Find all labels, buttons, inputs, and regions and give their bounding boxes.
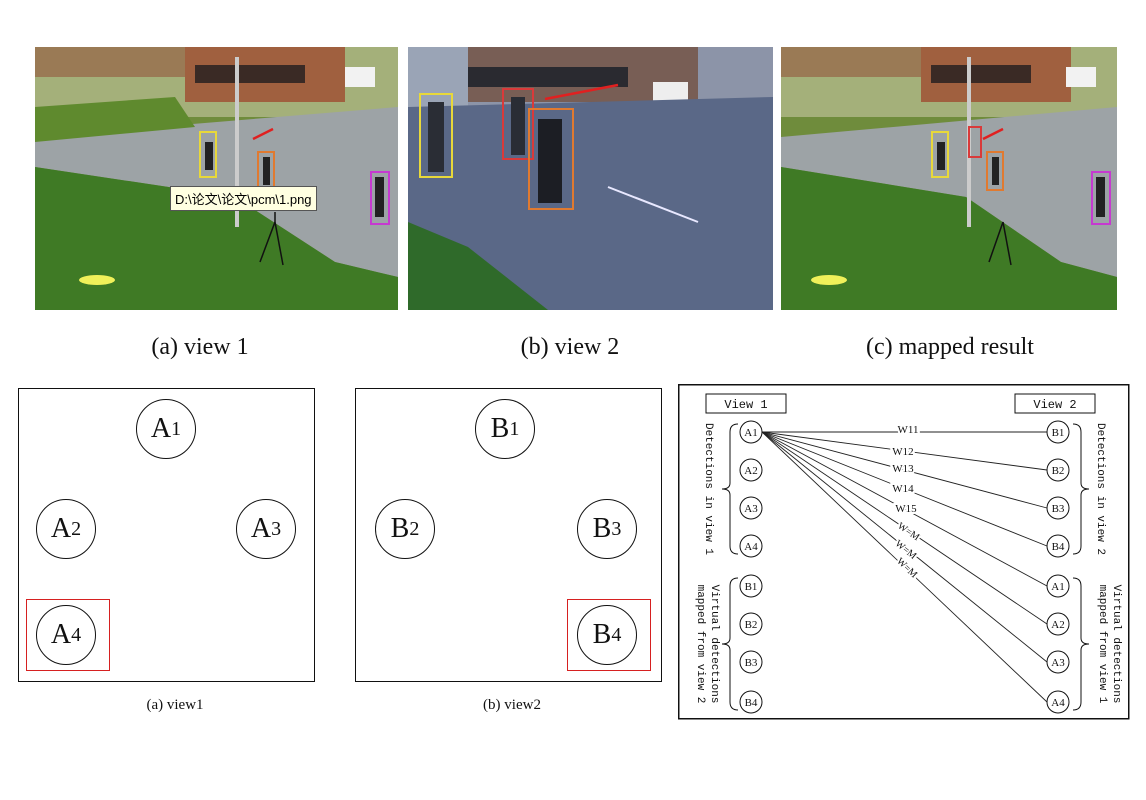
right-node-b1-0: B1 <box>1052 427 1065 439</box>
left-node-b4-7: B4 <box>745 697 758 709</box>
left-node-b4-7-circle <box>739 690 763 714</box>
photo-view2 <box>408 47 773 310</box>
yellow-bbox <box>199 131 217 178</box>
right-node-a1-4-circle <box>1046 574 1070 598</box>
edge-label-3: W14 <box>892 483 914 495</box>
caption-view2: (b) view 2 <box>520 334 620 360</box>
edge-label-text-2: W13 <box>892 463 914 475</box>
right-node-b4-3: B4 <box>1052 541 1065 553</box>
edge-label-text-4: W15 <box>895 503 917 515</box>
orange-bbox <box>528 108 574 210</box>
right-bottom-brace-text-2: mapped from view 1 <box>1096 585 1108 704</box>
right-node-b2-1-circle <box>1046 458 1070 482</box>
red-arrow <box>544 83 619 101</box>
right-node-a3-6-circle <box>1046 650 1070 674</box>
left-bottom-brace-text-2: mapped from view 2 <box>694 585 706 704</box>
highlight-box-b4 <box>567 599 651 671</box>
left-node-a3-2-circle <box>739 496 763 520</box>
bipartite-graph: View 1 View 2W11W11W12W12W13W13W14W14W15W… <box>678 384 1130 720</box>
left-node-a2-1-circle <box>739 458 763 482</box>
left-node-b1-4-circle <box>739 574 763 598</box>
caption-view1: (a) view 1 <box>151 334 249 360</box>
left-top-brace-text: Detections in view 1 <box>702 423 714 555</box>
left-node-b1-4: B1 <box>745 581 758 593</box>
edge-label-4: W15 <box>895 503 917 515</box>
edge-label-1: W12 <box>892 446 913 458</box>
left-node-a4-3-circle <box>739 534 763 558</box>
left-bottom-brace-text-1: Virtual detections <box>708 585 720 704</box>
view2-label: View 2 <box>1033 398 1076 412</box>
right-top-brace <box>1072 423 1090 555</box>
left-bottom-brace <box>721 577 739 711</box>
left-top-brace <box>721 423 739 555</box>
edge-a1-7 <box>761 431 1048 703</box>
red-arrow <box>982 127 1004 141</box>
photo-view1 <box>35 47 398 310</box>
right-node-a4-7: A4 <box>1051 697 1065 709</box>
red-bbox <box>502 88 534 160</box>
caption-view2-layout: (b) view2 <box>483 697 541 713</box>
yellow-bbox <box>419 93 453 178</box>
edge-label-0: W11 <box>898 424 919 436</box>
right-bottom-brace <box>1072 577 1090 711</box>
edge-a1-1 <box>761 431 1048 471</box>
right-node-b4-3-circle <box>1046 534 1070 558</box>
magenta-bbox <box>1091 171 1111 225</box>
left-node-a2-1: A2 <box>744 465 757 477</box>
left-node-b3-6-circle <box>739 650 763 674</box>
right-node-b2-1: B2 <box>1052 465 1065 477</box>
edge-label-text-1: W12 <box>892 446 913 458</box>
right-node-b1-0-circle <box>1046 420 1070 444</box>
edge-a1-5 <box>761 431 1048 625</box>
right-node-a1-4: A1 <box>1051 581 1064 593</box>
right-node-a2-5: A2 <box>1051 619 1064 631</box>
left-node-b2-5: B2 <box>745 619 758 631</box>
view1-label-box <box>705 393 787 414</box>
left-node-a1-0-circle <box>739 420 763 444</box>
red-bbox <box>968 126 982 158</box>
view2-label-box <box>1014 393 1096 414</box>
left-node-a3-2: A3 <box>744 503 758 515</box>
photo-mapped-result <box>781 47 1117 310</box>
magenta-bbox <box>370 171 390 225</box>
yellow-bbox <box>931 131 949 178</box>
view1-label: View 1 <box>724 398 767 412</box>
orange-bbox <box>986 151 1004 191</box>
red-arrow <box>252 127 274 141</box>
right-node-b3-2: B3 <box>1052 503 1065 515</box>
edge-label-text-0: W11 <box>898 424 919 436</box>
edge-a1-6 <box>761 431 1048 663</box>
left-node-a1-0: A1 <box>744 427 757 439</box>
edge-a1-4 <box>761 431 1048 587</box>
highlight-box-a4 <box>26 599 110 671</box>
right-node-a4-7-circle <box>1046 690 1070 714</box>
left-node-b2-5-circle <box>739 612 763 636</box>
right-node-a3-6: A3 <box>1051 657 1065 669</box>
edge-label-text-3: W14 <box>892 483 914 495</box>
right-node-a2-5-circle <box>1046 612 1070 636</box>
right-bottom-brace-text-1: Virtual detections <box>1110 585 1122 704</box>
left-node-a4-3: A4 <box>744 541 758 553</box>
right-top-brace-text: Detections in view 2 <box>1094 423 1106 555</box>
caption-view1-layout: (a) view1 <box>146 697 204 713</box>
file-path-tooltip: D:\论文\论文\pcm\1.png <box>170 186 317 211</box>
caption-mapped-result: (c) mapped result <box>866 334 1034 360</box>
edge-a1-2 <box>761 431 1048 509</box>
edge-label-2: W13 <box>892 463 914 475</box>
left-node-b3-6: B3 <box>745 657 758 669</box>
edge-a1-3 <box>761 431 1048 547</box>
right-node-b3-2-circle <box>1046 496 1070 520</box>
